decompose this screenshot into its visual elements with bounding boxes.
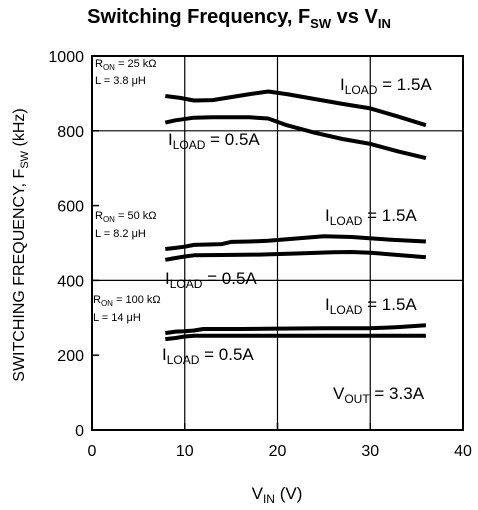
y-tick-label-0: 0 <box>75 423 84 440</box>
title-mid: vs V <box>331 6 378 28</box>
series-line-1 <box>165 89 427 128</box>
annotation-ron-50k: RON = 50 kΩ <box>95 210 157 224</box>
series-line-4 <box>164 250 427 262</box>
y-tick-label-600: 600 <box>57 199 84 216</box>
annotation-iload-4: ILOAD = 0.5A <box>165 269 257 291</box>
annotation-iload-3: ILOAD = 1.5A <box>325 206 417 228</box>
annotation-iload-5: ILOAD = 1.5A <box>325 295 417 317</box>
series-line-2 <box>164 115 427 161</box>
annotation-iload-2: ILOAD = 0.5A <box>168 130 260 152</box>
chart-title: Switching Frequency, FSW vs VIN <box>0 6 478 31</box>
x-tick-label-30: 30 <box>361 443 379 460</box>
y-tick-label-400: 400 <box>57 273 84 290</box>
x-tick-label-0: 0 <box>88 443 97 460</box>
title-sub-in: IN <box>377 16 391 31</box>
series-group <box>164 89 427 342</box>
axis-ticks: 0 200 400 600 800 1000 0 10 20 30 40 <box>48 49 472 460</box>
title-sub-sw: SW <box>310 16 332 31</box>
annotation-iload-1: ILOAD = 1.5A <box>340 75 432 97</box>
x-axis-label: VIN (V) <box>252 484 303 506</box>
y-tick-label-800: 800 <box>57 124 84 141</box>
annotation-vout: VOUT = 3.3A <box>333 384 425 406</box>
x-tick-label-20: 20 <box>269 443 287 460</box>
y-axis-label: SWITCHING FREQUENCY, FSW (kHz) <box>11 108 31 381</box>
annotation-inductor-3-8uh: L = 3.8 μH <box>95 75 146 87</box>
annotation-iload-6: ILOAD = 0.5A <box>162 345 254 367</box>
annotation-inductor-8-2uh: L = 8.2 μH <box>95 228 146 240</box>
grid-lines <box>92 56 463 430</box>
title-main: Switching Frequency, F <box>87 6 311 28</box>
annotation-inductor-14uh: L = 14 μH <box>93 312 141 324</box>
y-tick-label-1000: 1000 <box>48 49 84 66</box>
series-line-3 <box>165 234 427 251</box>
annotation-ron-100k: RON = 100 kΩ <box>93 294 161 308</box>
x-tick-label-40: 40 <box>454 443 472 460</box>
x-tick-label-10: 10 <box>176 443 194 460</box>
series-line-6 <box>165 333 426 342</box>
annotation-ron-25k: RON = 25 kΩ <box>95 58 157 72</box>
y-tick-label-200: 200 <box>57 348 84 365</box>
series-line-5 <box>165 323 427 336</box>
